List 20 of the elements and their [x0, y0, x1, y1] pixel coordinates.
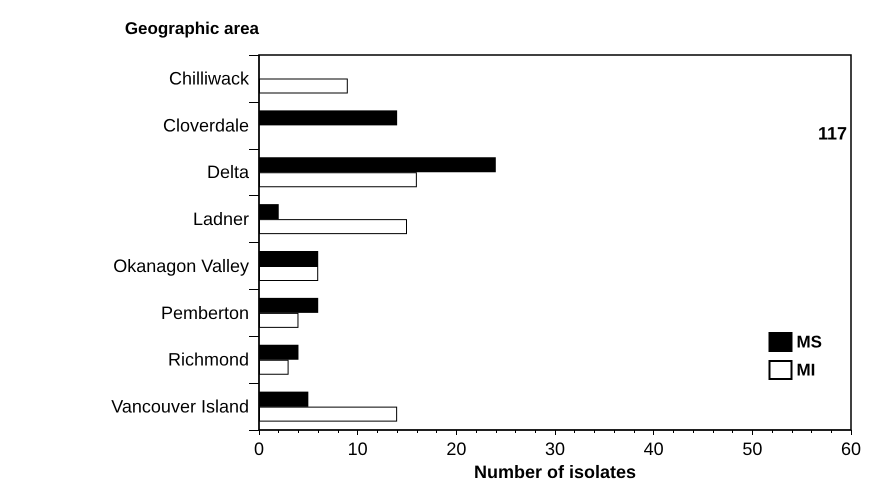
y-tick-label: Vancouver Island: [111, 396, 249, 417]
annotation: 117: [818, 123, 847, 144]
y-tick-label: Ladner: [192, 209, 249, 230]
legend-label: MI: [796, 360, 816, 380]
y-tick-label: Delta: [206, 162, 250, 182]
x-tick-label: 20: [446, 439, 466, 459]
y-tick-label: Cloverdale: [162, 115, 249, 136]
y-tick-label: Richmond: [168, 350, 249, 370]
legend-label: MS: [796, 332, 822, 352]
y-tick-label: Okanagon Valley: [113, 256, 249, 276]
x-tick-label: 0: [254, 439, 264, 459]
x-tick-label: 60: [840, 439, 862, 459]
y-axis-title: Geographic area: [124, 19, 260, 38]
x-tick-label: 30: [544, 439, 566, 459]
y-tick-label: Chilliwack: [168, 68, 250, 88]
x-tick-label: 50: [742, 439, 762, 459]
y-tick-label: Pemberton: [160, 302, 249, 323]
x-axis-title: Number of isolates: [474, 462, 636, 482]
x-tick-label: 40: [644, 439, 664, 459]
x-tick-label: 10: [348, 439, 368, 459]
